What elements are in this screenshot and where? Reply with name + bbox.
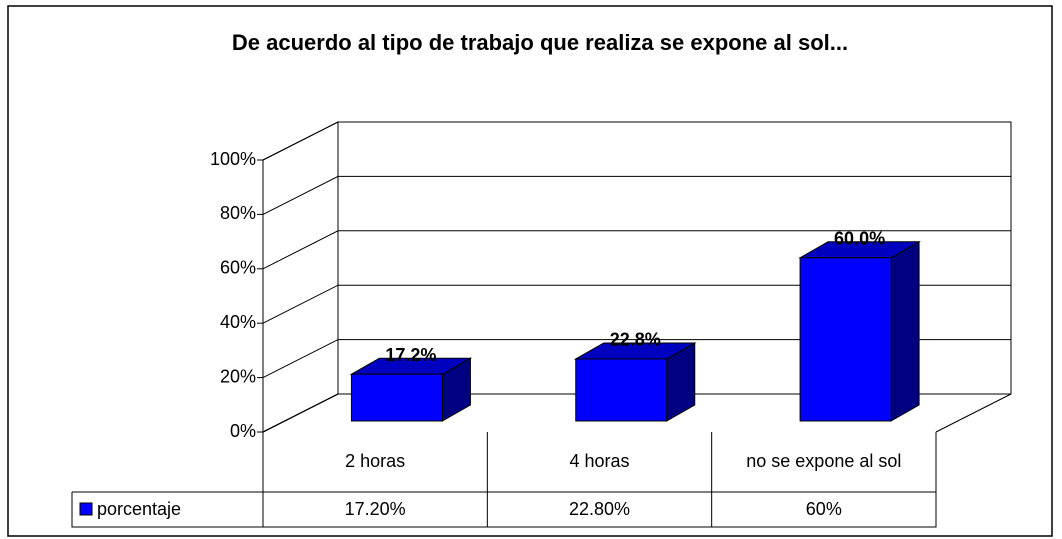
chart-title: De acuerdo al tipo de trabajo que realiz…: [231, 30, 849, 55]
table-value: 17.20%: [344, 498, 406, 519]
y-tick-label: 100%: [210, 149, 256, 169]
bar: [350, 373, 443, 422]
y-tick-label: 0%: [230, 421, 256, 441]
table-value: 60%: [805, 498, 842, 519]
y-tick-label: 60%: [220, 258, 256, 278]
value-label: 22.8%: [610, 330, 661, 350]
grid-line: [262, 339, 1011, 379]
bar: [575, 358, 668, 422]
legend-label: porcentaje: [97, 499, 181, 519]
table-value-box: 17.20%: [344, 498, 406, 519]
value-label: 17.2%: [385, 345, 436, 365]
y-tick-label: 40%: [220, 312, 256, 332]
category-label-box: 4 horas: [569, 451, 630, 472]
grid-line: [262, 121, 1011, 161]
category-label: no se expone al sol: [746, 451, 902, 472]
table-value-box: 22.80%: [568, 498, 631, 519]
y-tick-label: 20%: [220, 366, 256, 386]
bar-side: [890, 240, 920, 422]
y-tick-label: 80%: [220, 203, 256, 223]
grid-line: [262, 284, 1011, 324]
grid-line: [262, 175, 1011, 215]
value-label: 60.0%: [834, 229, 885, 249]
grid-line: [262, 393, 1011, 433]
title-box: De acuerdo al tipo de trabajo que realiz…: [231, 30, 849, 55]
table-value-box: 60%: [805, 498, 842, 519]
category-label-box: no se expone al sol: [746, 451, 902, 472]
category-label: 4 horas: [569, 451, 630, 472]
legend-swatch: [79, 502, 93, 516]
table-value: 22.80%: [568, 498, 631, 519]
category-label: 2 horas: [345, 451, 406, 472]
grid-line: [262, 230, 1011, 270]
category-label-box: 2 horas: [345, 451, 406, 472]
table-grid: [71, 432, 937, 528]
bar: [799, 257, 892, 422]
